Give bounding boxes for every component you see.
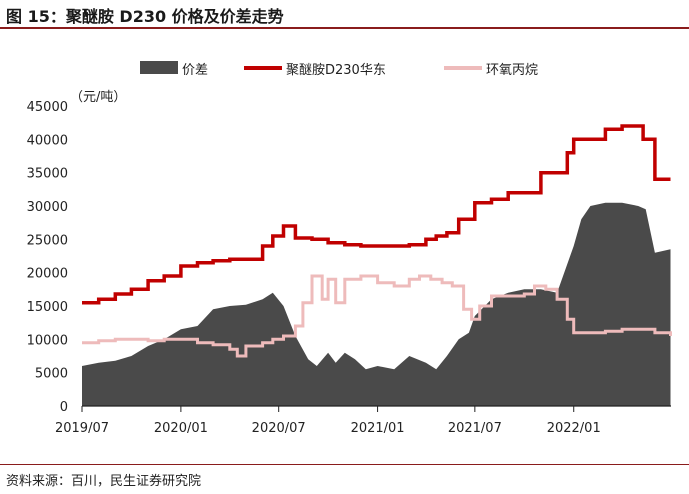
y-tick-label: 25000 — [27, 233, 68, 248]
x-tick-label: 2020/07 — [252, 421, 306, 436]
series-line-d230 — [82, 124, 671, 305]
legend: 价差 聚醚胺D230华东 环氧丙烷 — [140, 61, 538, 78]
source-note: 资料来源：百川，民生证券研究院 — [6, 474, 202, 489]
y-tick-label: 15000 — [27, 300, 68, 315]
series-layer — [82, 124, 672, 406]
y-tick-label: 40000 — [27, 133, 68, 148]
legend-swatch-propylene-oxide — [444, 66, 482, 70]
x-tick-label: 2020/01 — [154, 421, 208, 436]
y-tick-label: 45000 — [27, 100, 68, 115]
legend-label: 聚醚胺D230华东 — [286, 63, 386, 78]
legend-swatch-d230 — [244, 66, 282, 70]
footer-rule — [0, 464, 689, 465]
x-tick-label: 2019/07 — [55, 421, 109, 436]
y-tick-label: 30000 — [27, 200, 68, 215]
page-title: 图 15：聚醚胺 D230 价格及价差走势 — [6, 7, 284, 26]
chart: 0 5000 10000 15000 20000 25000 30000 35000 40000… — [27, 61, 672, 436]
legend-label: 价差 — [182, 63, 208, 78]
series-area-spread — [82, 202, 671, 406]
x-tick-label: 2021/01 — [351, 421, 405, 436]
y-tick-label: 20000 — [27, 267, 68, 282]
legend-swatch-spread — [140, 61, 178, 74]
series-line-propylene-oxide — [82, 274, 672, 358]
title-rule — [0, 27, 689, 29]
y-tick-label: 0 — [60, 400, 68, 415]
y-tick-label: 5000 — [35, 367, 68, 382]
x-tick-label: 2021/07 — [448, 421, 502, 436]
x-tick-label: 2022/01 — [547, 421, 601, 436]
axis-layer: 0 5000 10000 15000 20000 25000 30000 35000 40000… — [27, 100, 671, 436]
y-tick-label: 35000 — [27, 167, 68, 182]
y-tick-label: 10000 — [27, 333, 68, 348]
y-unit-label: （元/吨） — [70, 90, 126, 105]
legend-label: 环氧丙烷 — [486, 63, 538, 78]
